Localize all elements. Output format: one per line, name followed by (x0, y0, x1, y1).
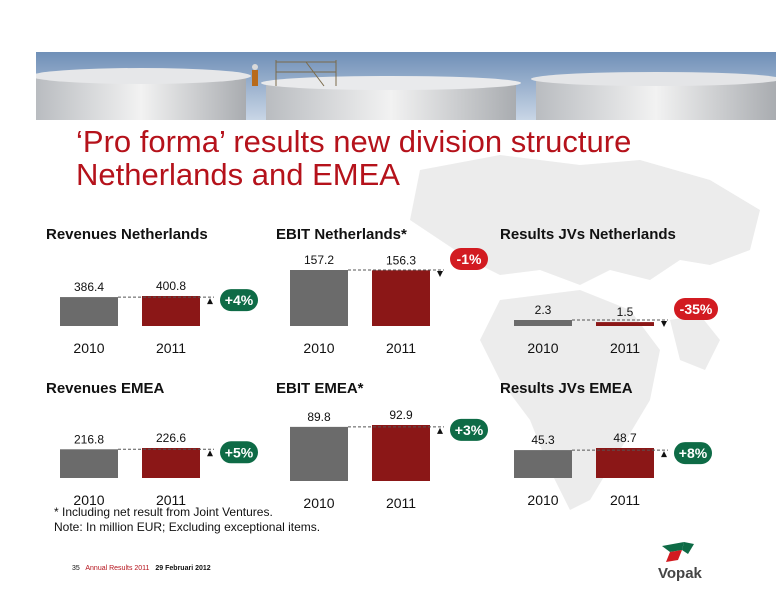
category-label: 2011 (156, 492, 186, 508)
category-label: 2010 (527, 492, 558, 508)
bar-chart: 2.3 2010 1.5 2011 -35% (514, 298, 718, 356)
vopak-logo-text: Vopak (658, 565, 702, 582)
footnote-jv: * Including net result from Joint Ventur… (54, 505, 273, 519)
panel-ebit-netherlands: EBIT Netherlands* 157.2 2010 156.3 2011 -1% (276, 226, 496, 376)
page-title-line-1: ‘Pro forma’ results new division structu… (76, 124, 632, 159)
value-label: 2.3 (535, 303, 552, 317)
change-badge-bg (220, 441, 258, 464)
value-label: 92.9 (389, 408, 413, 422)
panel-ebit-emea: EBIT EMEA* 89.8 2010 92.9 2011 +3% (276, 380, 496, 530)
value-label: 400.8 (156, 279, 186, 293)
bar-2010 (290, 270, 348, 326)
change-badge-bg (450, 418, 488, 441)
arrow-down-icon (437, 271, 443, 277)
bar-chart: 45.3 2010 48.7 2011 +8% (514, 431, 712, 508)
change-badge: +3% (450, 418, 488, 441)
change-badge: +5% (220, 441, 258, 464)
category-label: 2011 (156, 340, 186, 356)
bar-2011 (596, 448, 654, 478)
category-label: 2010 (303, 495, 334, 511)
arrow-up-icon (437, 427, 443, 434)
bar-2011 (596, 322, 654, 326)
chart-title: Results JVs EMEA (500, 380, 633, 397)
value-label: 156.3 (386, 253, 416, 267)
value-label: 216.8 (74, 432, 104, 446)
change-badge-label: +4% (225, 292, 254, 308)
header-photo (36, 52, 776, 120)
chart-title: Results JVs Netherlands (500, 226, 676, 243)
bar-chart: 157.2 2010 156.3 2011 -1% (290, 248, 488, 356)
chart-title: Revenues Netherlands (46, 226, 208, 243)
panel-results-jvs-netherlands: Results JVs Netherlands 2.3 2010 1.5 2011 -3… (500, 226, 720, 376)
category-label: 2010 (73, 492, 104, 508)
change-badge-label: +8% (679, 445, 708, 461)
bar-2010 (60, 449, 118, 478)
arrow-up-icon (661, 451, 667, 458)
category-label: 2011 (610, 492, 640, 508)
value-label: 45.3 (531, 433, 555, 447)
change-badge-label: +3% (455, 422, 484, 438)
change-badge-bg (220, 289, 258, 312)
panel-revenues-netherlands: Revenues Netherlands 386.4 2010 400.8 2011 +… (46, 226, 266, 376)
world-map-background (410, 155, 760, 510)
page-title: ‘Pro forma’ results new division structu… (76, 125, 716, 191)
arrow-down-icon (661, 321, 667, 327)
category-label: 2011 (610, 340, 640, 356)
change-badge: -35% (674, 298, 718, 320)
chart-title: Revenues EMEA (46, 380, 165, 397)
change-badge: +8% (674, 442, 712, 465)
value-label: 89.8 (307, 410, 331, 424)
bar-2010 (290, 426, 348, 481)
chart-title: EBIT Netherlands* (276, 226, 407, 243)
footnote-note: Note: In million EUR; Excluding exceptio… (54, 520, 321, 534)
bar-2011 (372, 270, 430, 326)
category-label: 2010 (527, 340, 558, 356)
panel-revenues-emea: Revenues EMEA 216.8 2010 226.6 2011 +5% (46, 380, 266, 530)
bar-chart: 89.8 2010 92.9 2011 +3% (290, 408, 488, 511)
bar-2010 (514, 320, 572, 326)
bar-2010 (60, 297, 118, 326)
slide-footer: 35 Annual Results 2011 29 Februari 2012 (72, 565, 215, 572)
bar-chart: 216.8 2010 226.6 2011 +5% (60, 431, 258, 508)
category-label: 2011 (386, 495, 416, 511)
bar-2011 (372, 425, 430, 481)
change-badge-label: -35% (680, 301, 713, 317)
change-badge-bg (674, 442, 712, 465)
category-label: 2010 (303, 340, 334, 356)
footer-event: Annual Results 2011 (85, 565, 150, 572)
value-label: 386.4 (74, 280, 104, 294)
value-label: 226.6 (156, 431, 186, 445)
vopak-logo-icon (662, 542, 694, 562)
value-label: 1.5 (617, 305, 634, 319)
change-badge-label: +5% (225, 444, 254, 460)
bar-2011 (142, 448, 200, 478)
change-badge: -1% (450, 248, 488, 270)
arrow-up-icon (207, 450, 213, 457)
value-label: 157.2 (304, 253, 334, 267)
value-label: 48.7 (613, 431, 637, 445)
change-badge: +4% (220, 289, 258, 312)
panel-results-jvs-emea: Results JVs EMEA 45.3 2010 48.7 2011 +8% (500, 380, 720, 530)
category-label: 2011 (386, 340, 416, 356)
change-badge-label: -1% (457, 251, 482, 267)
change-badge-bg (674, 298, 718, 320)
chart-title: EBIT EMEA* (276, 380, 364, 397)
bar-2011 (142, 296, 200, 326)
arrow-up-icon (207, 298, 213, 305)
change-badge-bg (450, 248, 488, 270)
bar-2010 (514, 450, 572, 478)
page-title-line-2: Netherlands and EMEA (76, 157, 400, 192)
bar-chart: 386.4 2010 400.8 2011 +4% (60, 279, 258, 356)
page-number: 35 (72, 565, 80, 572)
footer-date: 29 Februari 2012 (155, 565, 211, 572)
category-label: 2010 (73, 340, 104, 356)
